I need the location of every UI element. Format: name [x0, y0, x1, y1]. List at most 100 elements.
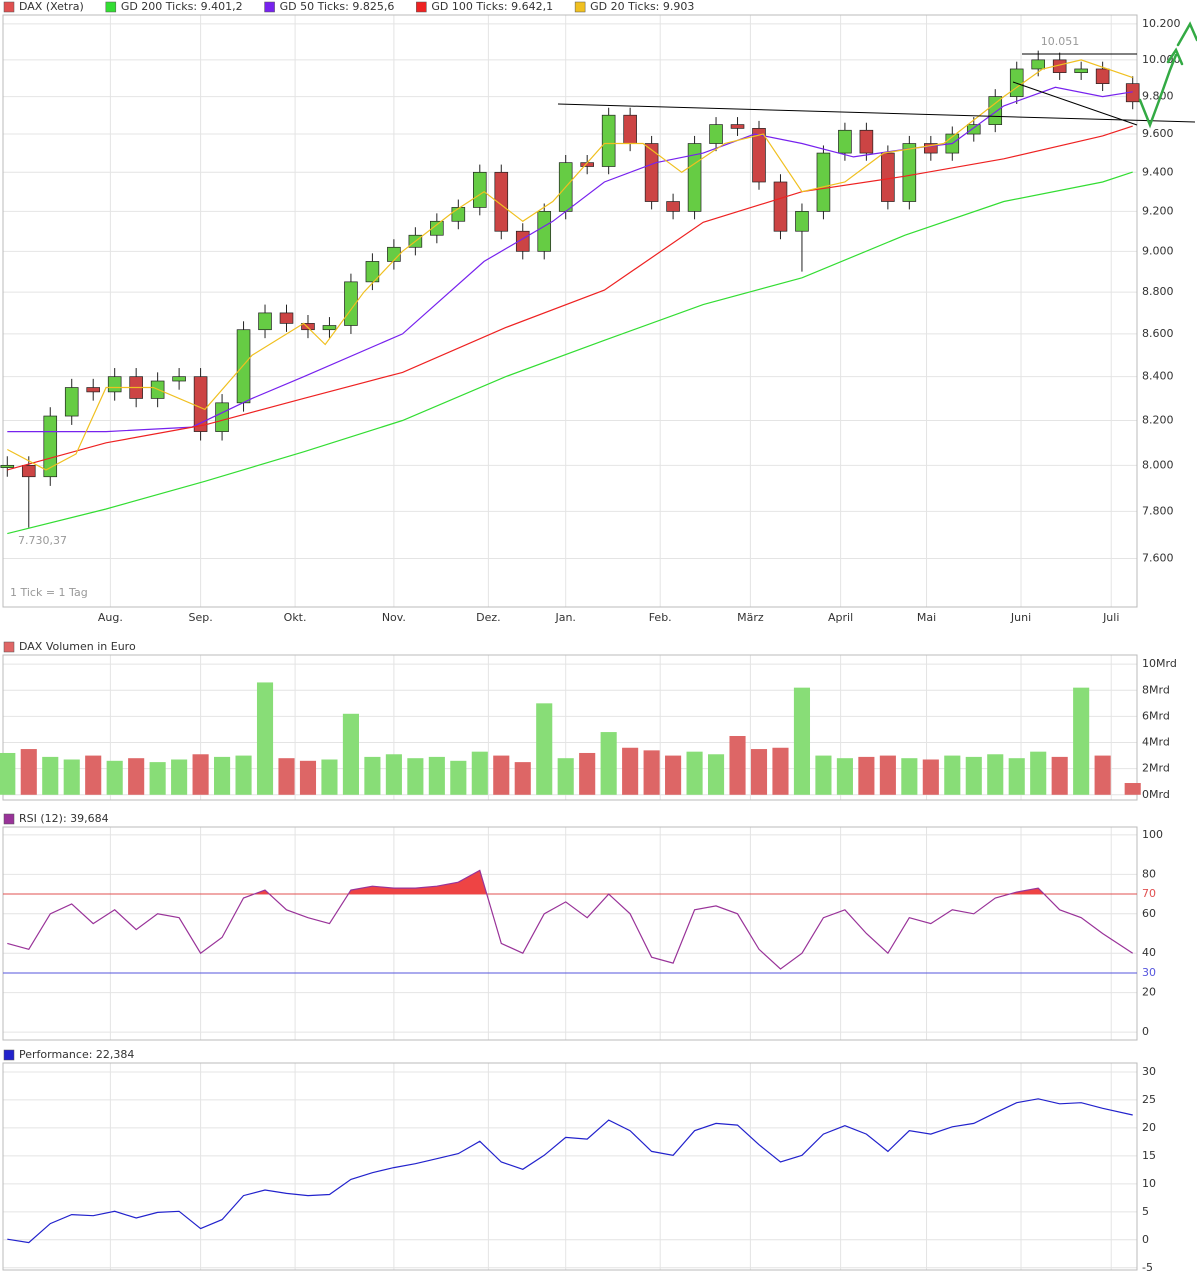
y-tick-label: 100 — [1142, 828, 1163, 841]
volume-bar — [901, 758, 918, 795]
candle-body — [709, 124, 723, 144]
candle-body — [86, 387, 100, 393]
series-line — [7, 125, 1133, 471]
volume-bar — [836, 758, 853, 795]
y-tick-label: 8Mrd — [1142, 683, 1170, 696]
x-tick-label: März — [737, 611, 764, 624]
y-tick-label: 9.200 — [1142, 204, 1174, 217]
volume-bar — [235, 755, 252, 795]
candle-body — [816, 152, 831, 212]
candle-body — [752, 128, 766, 183]
candle-body — [687, 143, 702, 212]
y-tick-label: 8.200 — [1142, 413, 1174, 426]
candle-body — [601, 114, 616, 167]
marks: Aug. Sep. Okt. Nov. Dez. Jan. Feb. März April Mai… — [0, 0, 1181, 1274]
candle-body — [430, 220, 444, 236]
y-tick-label: 8.800 — [1142, 285, 1174, 298]
volume-bar — [557, 758, 574, 795]
y-tick-label: 2Mrd — [1142, 762, 1170, 775]
candle-body — [451, 207, 466, 222]
y-tick-label: 25 — [1142, 1093, 1156, 1106]
candle-body — [387, 246, 401, 262]
y-tick-label: 8.400 — [1142, 370, 1174, 383]
reference-label: 70 — [1142, 887, 1156, 900]
legend-swatch — [3, 641, 15, 653]
trend-line — [557, 103, 1196, 123]
y-tick-label: 0Mrd — [1142, 788, 1170, 801]
trend-line — [1012, 81, 1138, 126]
x-tick-label: Mai — [917, 611, 936, 624]
volume-bar — [987, 754, 1004, 795]
reference-label: 30 — [1142, 966, 1156, 979]
candle-body — [623, 114, 637, 144]
volume-bar — [965, 756, 982, 795]
y-tick-label: 10Mrd — [1142, 657, 1177, 670]
volume-bar — [450, 760, 467, 795]
candle-body — [473, 171, 487, 208]
panel-frame — [2, 1062, 1138, 1271]
volume-bar — [278, 758, 295, 795]
x-tick-label: Jan. — [554, 611, 575, 624]
candle-body — [666, 201, 680, 212]
candle-body — [1095, 68, 1110, 84]
x-tick-label: Sep. — [188, 611, 212, 624]
legend-label: GD 20 Ticks: 9.903 — [590, 0, 694, 13]
volume-bar — [514, 762, 531, 795]
volume-bar — [944, 755, 961, 795]
volume-bar — [106, 760, 123, 795]
volume-bar — [42, 756, 59, 795]
volume-bar — [772, 747, 789, 795]
volume-bar — [1073, 687, 1090, 795]
candle-body — [924, 143, 938, 154]
candle-body — [365, 261, 380, 283]
volume-bar — [428, 756, 445, 795]
volume-bar — [750, 749, 768, 795]
candle-body — [21, 464, 36, 478]
candle-body — [193, 376, 208, 432]
x-tick-label: April — [828, 611, 853, 624]
y-tick-label: 30 — [1142, 1065, 1156, 1078]
volume-bar — [536, 703, 553, 795]
volume-bar — [214, 756, 231, 795]
series-line — [7, 1098, 1133, 1244]
volume-bar — [364, 756, 381, 795]
volume-bar — [407, 758, 424, 795]
y-tick-label: 20 — [1142, 1121, 1156, 1134]
volume-bar — [622, 747, 639, 795]
y-tick-label: 10.200 — [1142, 17, 1181, 30]
legend-swatch — [105, 1, 117, 13]
volume-bar — [643, 750, 660, 795]
volume-bar — [493, 755, 510, 795]
volume-bar — [63, 759, 80, 795]
candle-body — [172, 376, 186, 382]
candle-body — [64, 387, 79, 417]
volume-bar — [1124, 783, 1141, 795]
x-tick-label: Okt. — [284, 611, 307, 624]
legend-swatch — [3, 1, 15, 13]
legend-swatch — [574, 1, 586, 13]
volume-bar — [192, 754, 209, 795]
candle-body — [644, 143, 659, 202]
legend-label: DAX Volumen in Euro — [19, 640, 136, 653]
legend-swatch — [264, 1, 275, 13]
volume-bar — [729, 735, 746, 795]
y-tick-label: 8.000 — [1142, 458, 1174, 471]
x-tick-label: Feb. — [649, 611, 672, 624]
series-line — [7, 59, 1133, 471]
candle-body — [236, 329, 251, 404]
x-tick-label: Juli — [1102, 611, 1119, 624]
y-tick-label: 7.600 — [1142, 552, 1174, 565]
y-tick-label: 20 — [1142, 986, 1156, 999]
annotation: 10.051 — [1041, 35, 1080, 48]
volume-bar — [299, 760, 317, 795]
series-line — [7, 869, 1134, 970]
volume-bar — [0, 752, 16, 795]
y-tick-label: 5 — [1142, 1205, 1149, 1218]
legend-swatch — [416, 1, 427, 13]
volume-bar — [922, 759, 939, 795]
volume-bar — [171, 759, 188, 795]
legend-label: GD 100 Ticks: 9.642,1 — [431, 0, 553, 13]
candle-body — [515, 230, 530, 252]
